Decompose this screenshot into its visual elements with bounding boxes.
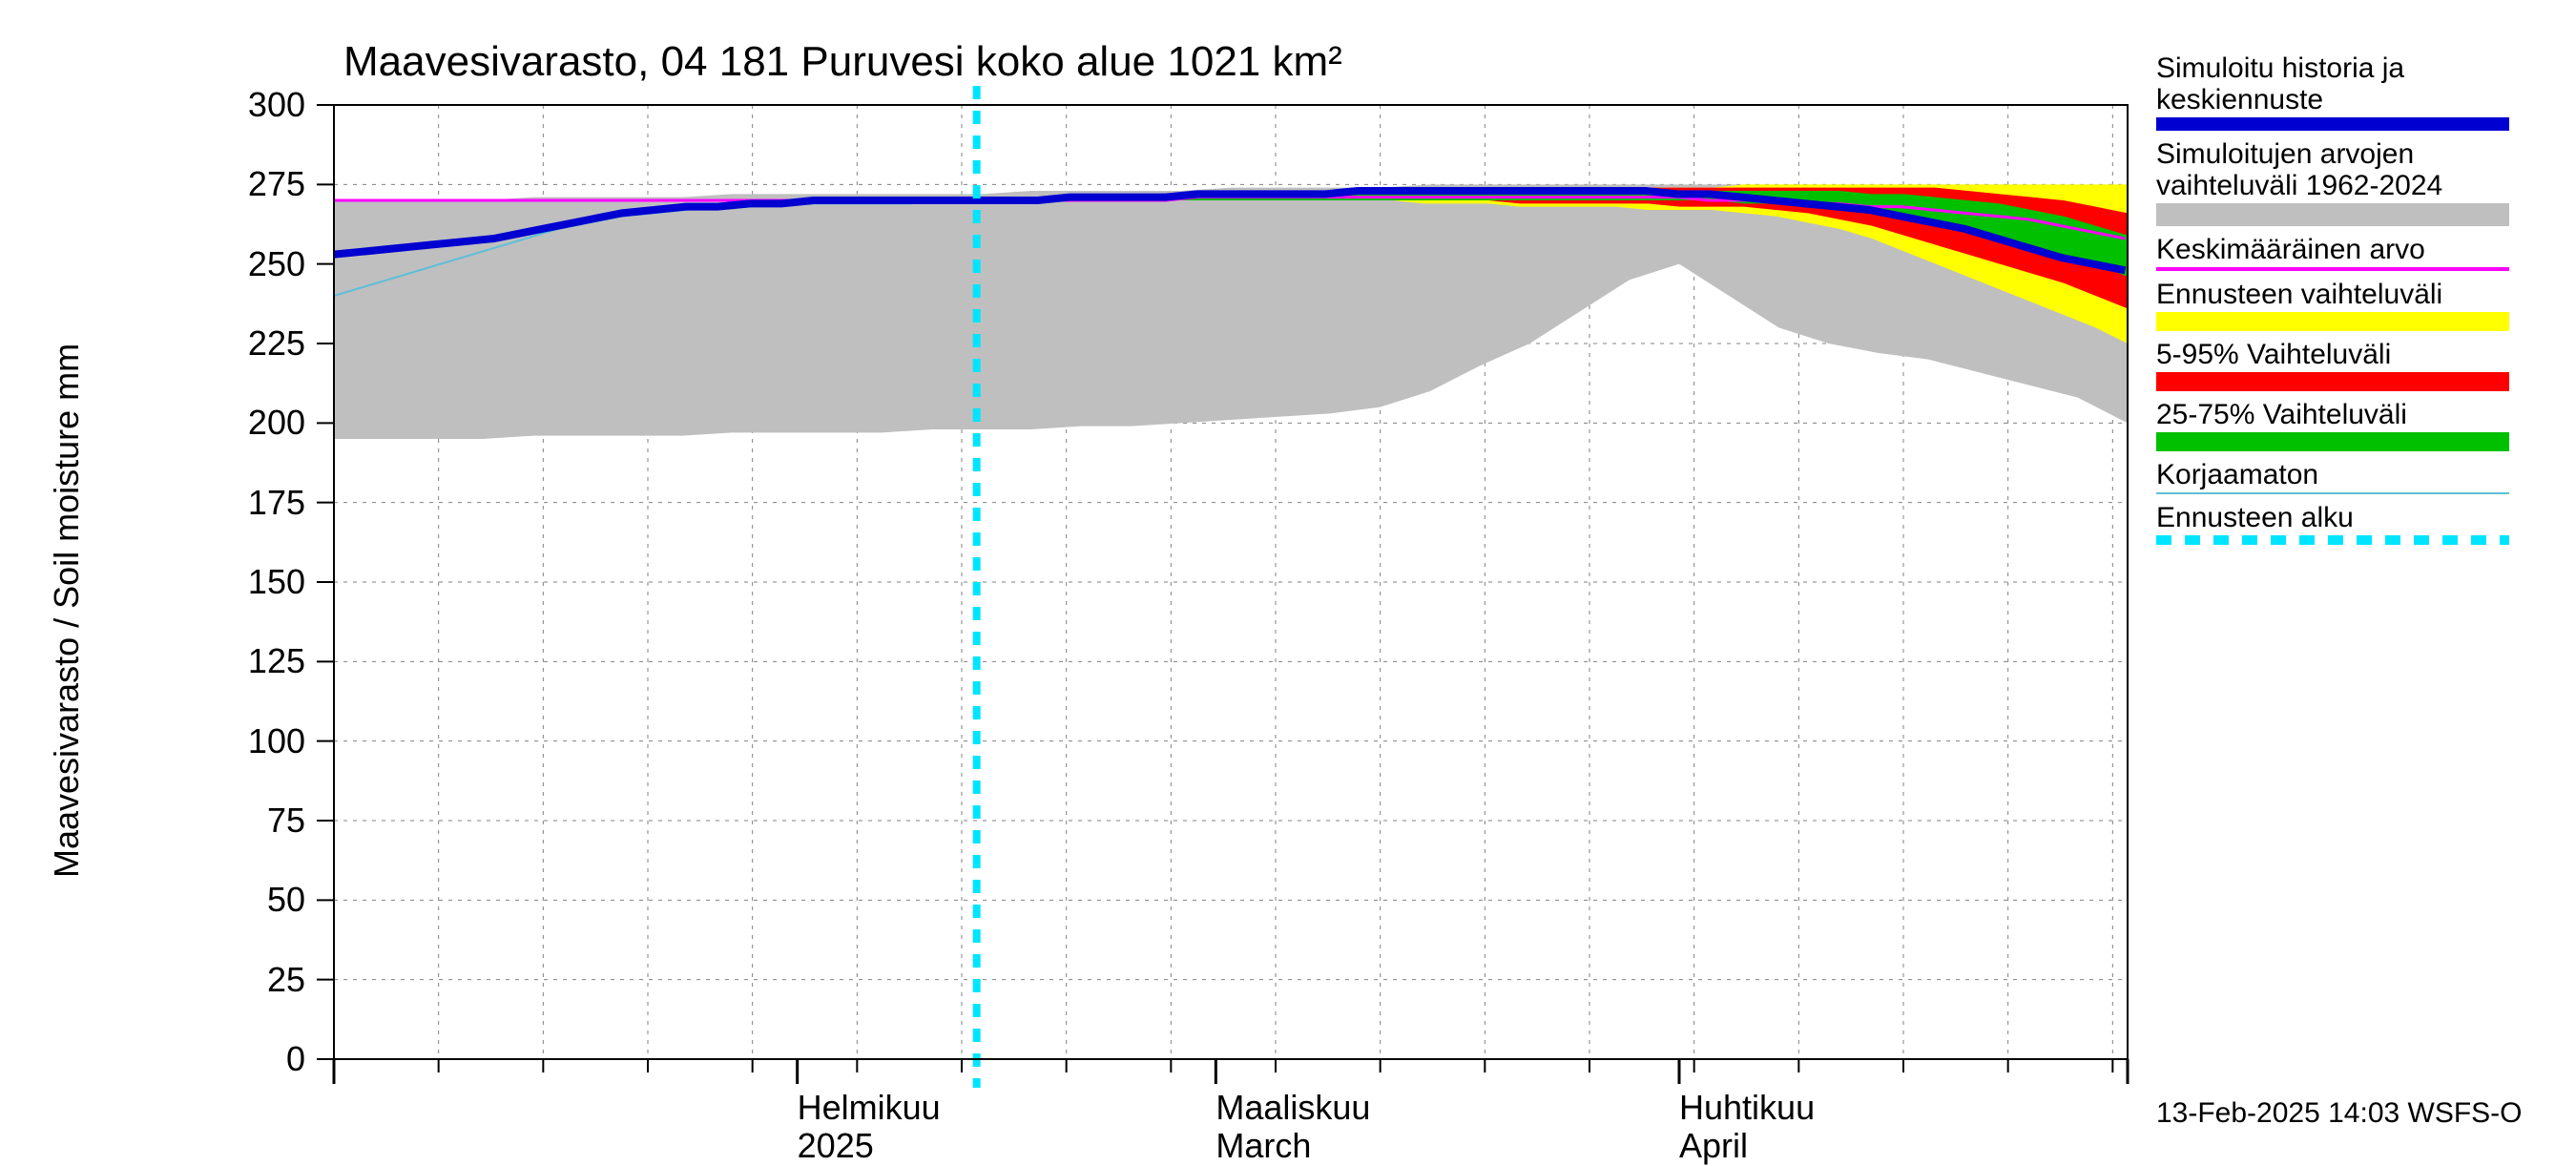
y-tick-label: 100: [229, 721, 305, 761]
legend-swatch: [2156, 267, 2509, 271]
y-tick-label: 250: [229, 244, 305, 284]
y-tick-label: 50: [229, 880, 305, 920]
legend-label: 25-75% Vaihteluväli: [2156, 399, 2509, 430]
legend-swatch: [2156, 117, 2509, 131]
legend-swatch: [2156, 492, 2509, 494]
y-tick-label: 150: [229, 562, 305, 602]
legend-label: Simuloitu historia ja: [2156, 52, 2509, 84]
x-tick-label: Huhtikuu: [1679, 1088, 1815, 1128]
legend-label: keskiennuste: [2156, 84, 2509, 115]
y-tick-label: 75: [229, 801, 305, 841]
y-tick-label: 175: [229, 483, 305, 523]
legend-entry: Keskimääräinen arvo: [2156, 234, 2509, 271]
legend-label: Simuloitujen arvojen: [2156, 138, 2509, 170]
legend-entry: Korjaamaton: [2156, 459, 2509, 494]
legend-label: Ennusteen alku: [2156, 502, 2509, 533]
y-tick-label: 125: [229, 641, 305, 681]
legend-entry: Simuloitu historia jakeskiennuste: [2156, 52, 2509, 131]
legend-swatch: [2156, 203, 2509, 226]
x-tick-label: Maaliskuu: [1215, 1088, 1370, 1128]
x-tick-label-sub: 2025: [798, 1126, 874, 1166]
legend-swatch: [2156, 372, 2509, 391]
legend-label: Ennusteen vaihteluväli: [2156, 279, 2509, 310]
legend-label: vaihteluväli 1962-2024: [2156, 170, 2509, 201]
y-tick-label: 275: [229, 164, 305, 204]
legend-entry: Ennusteen vaihteluväli: [2156, 279, 2509, 331]
legend-label: Korjaamaton: [2156, 459, 2509, 490]
x-tick-label: Helmikuu: [798, 1088, 941, 1128]
y-tick-label: 0: [229, 1039, 305, 1079]
legend-label: 5-95% Vaihteluväli: [2156, 339, 2509, 370]
legend-entry: 25-75% Vaihteluväli: [2156, 399, 2509, 451]
legend-swatch: [2156, 312, 2509, 331]
y-tick-label: 200: [229, 403, 305, 443]
legend-label: Keskimääräinen arvo: [2156, 234, 2509, 265]
legend: Simuloitu historia jakeskiennusteSimuloi…: [2156, 52, 2509, 552]
legend-swatch: [2156, 535, 2509, 545]
y-tick-label: 300: [229, 85, 305, 125]
legend-entry: Simuloitujen arvojenvaihteluväli 1962-20…: [2156, 138, 2509, 226]
x-tick-label-sub: March: [1215, 1126, 1311, 1166]
y-tick-label: 25: [229, 960, 305, 1000]
y-tick-label: 225: [229, 323, 305, 364]
legend-swatch: [2156, 432, 2509, 451]
legend-entry: Ennusteen alku: [2156, 502, 2509, 545]
footer-timestamp: 13-Feb-2025 14:03 WSFS-O: [2156, 1097, 2523, 1130]
chart-container: Maavesivarasto, 04 181 Puruvesi koko alu…: [0, 0, 2576, 1145]
x-tick-label-sub: April: [1679, 1126, 1748, 1166]
legend-entry: 5-95% Vaihteluväli: [2156, 339, 2509, 391]
